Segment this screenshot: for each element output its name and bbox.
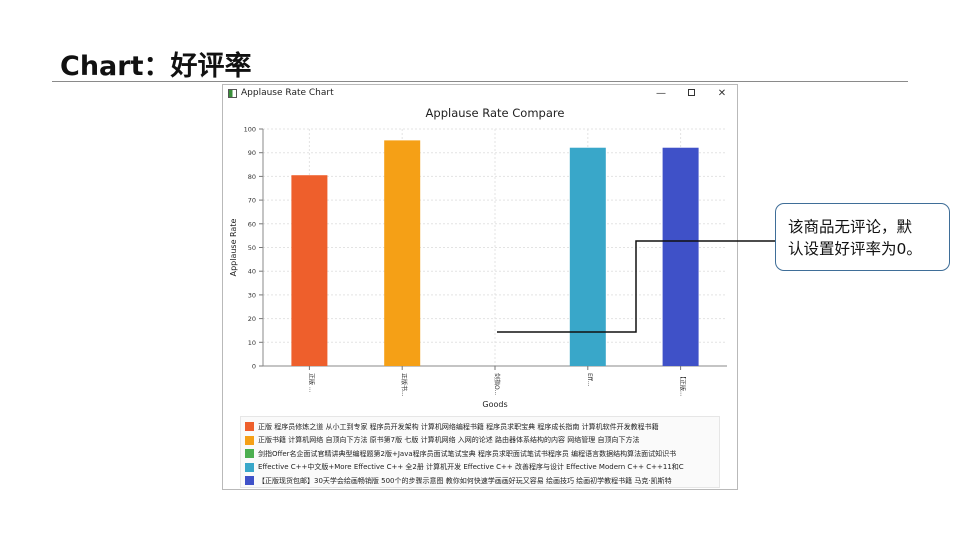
y-axis-label: Applause Rate bbox=[229, 219, 238, 277]
x-tick-label: 正版书... bbox=[400, 373, 408, 397]
legend-label: 正版 程序员修炼之道 从小工到专家 程序员开发架构 计算机网络编程书籍 程序员求… bbox=[258, 422, 659, 431]
y-tick-label: 50 bbox=[248, 244, 256, 252]
y-tick-label: 30 bbox=[248, 291, 256, 299]
chart-legend: 正版 程序员修炼之道 从小工到专家 程序员开发架构 计算机网络编程书籍 程序员求… bbox=[240, 416, 720, 488]
y-tick-label: 70 bbox=[248, 197, 256, 205]
legend-swatch bbox=[245, 449, 254, 459]
minimize-button[interactable]: — bbox=[656, 88, 666, 99]
legend-label: 剑指Offer名企面试官精讲典型编程题第2版+Java程序员面试笔试宝典 程序员… bbox=[258, 449, 677, 458]
legend-item: 正版书籍 计算机网络 自顶向下方法 原书第7版 七版 计算机网络 入网的论述 路… bbox=[245, 434, 719, 447]
y-tick-label: 80 bbox=[248, 173, 256, 181]
y-tick-label: 10 bbox=[248, 339, 256, 347]
legend-swatch bbox=[245, 476, 254, 486]
bar-1 bbox=[291, 175, 328, 366]
legend-swatch bbox=[245, 422, 254, 431]
annotation-callout: 该商品无评论，默 认设置好评率为0。 bbox=[775, 203, 950, 271]
x-tick-label: 剑指O... bbox=[493, 373, 501, 395]
y-tick-label: 100 bbox=[244, 126, 256, 134]
x-tick-label: 【正版... bbox=[679, 373, 687, 397]
bar-2 bbox=[384, 140, 421, 366]
y-tick-label: 40 bbox=[248, 268, 256, 276]
legend-item: 【正版现货包邮】30天学会绘画畅销版 500个的步骤示意图 教你如何快速学画画好… bbox=[245, 474, 719, 487]
x-tick-label: 正版 ... bbox=[307, 373, 315, 393]
legend-swatch bbox=[245, 435, 254, 445]
legend-item: 剑指Offer名企面试官精讲典型编程题第2版+Java程序员面试笔试宝典 程序员… bbox=[245, 447, 719, 460]
legend-item: Effective C++中文版+More Effective C++ 全2册 … bbox=[245, 461, 719, 474]
legend-swatch bbox=[245, 462, 254, 472]
y-tick-label: 0 bbox=[252, 363, 256, 371]
legend-label: 【正版现货包邮】30天学会绘画畅销版 500个的步骤示意图 教你如何快速学画画好… bbox=[258, 476, 672, 485]
y-tick-label: 60 bbox=[248, 220, 256, 228]
title-divider bbox=[52, 81, 908, 82]
callout-line-1: 该商品无评论，默 bbox=[788, 218, 913, 236]
slide-title: Chart：好评率 bbox=[60, 51, 252, 82]
legend-item: 正版 程序员修炼之道 从小工到专家 程序员开发架构 计算机网络编程书籍 程序员求… bbox=[245, 420, 719, 433]
window-title: Applause Rate Chart bbox=[241, 88, 334, 98]
bar-5 bbox=[662, 147, 699, 366]
window-titlebar[interactable]: Applause Rate Chart — ✕ bbox=[223, 85, 737, 103]
bar-4 bbox=[569, 147, 606, 366]
chart-window: Applause Rate Chart — ✕ Applause Rate Co… bbox=[222, 84, 738, 490]
legend-label: 正版书籍 计算机网络 自顶向下方法 原书第7版 七版 计算机网络 入网的论述 路… bbox=[258, 436, 640, 445]
legend-label: Effective C++中文版+More Effective C++ 全2册 … bbox=[258, 463, 684, 472]
app-icon bbox=[228, 89, 237, 98]
x-axis-label: Goods bbox=[482, 400, 507, 409]
chart-title: Applause Rate Compare bbox=[426, 106, 565, 120]
bar-chart: Applause Rate Compare 0 10 20 30 40 50 60 70 80 90… bbox=[229, 106, 727, 409]
callout-line-2: 认设置好评率为0。 bbox=[788, 240, 922, 258]
y-tick-label: 90 bbox=[248, 149, 256, 157]
maximize-button[interactable] bbox=[683, 87, 699, 101]
maximize-icon bbox=[687, 89, 695, 96]
x-tick-label: Eff... bbox=[586, 373, 593, 387]
y-tick-label: 20 bbox=[248, 315, 256, 323]
close-button[interactable]: ✕ bbox=[717, 88, 727, 99]
